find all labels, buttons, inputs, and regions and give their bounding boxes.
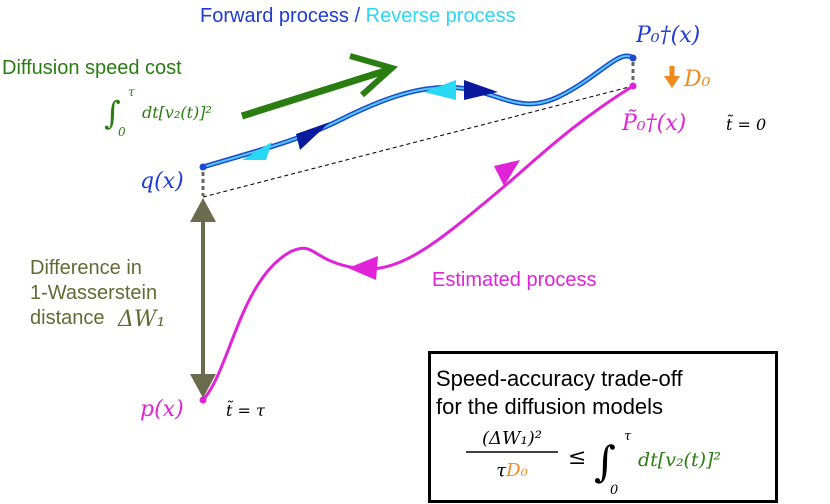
forward-arrow <box>464 80 498 100</box>
relation: ≤ <box>568 445 586 470</box>
reverse-arrow <box>242 142 272 160</box>
reverse-arrow <box>424 80 456 100</box>
q-point <box>199 163 207 171</box>
box-line: Speed-accuracy trade-off <box>436 366 684 391</box>
header: Forward process / Reverse process <box>200 5 516 27</box>
estimated-start-time: t̃ = 0 <box>726 114 766 134</box>
p-time: t̃ = τ <box>226 400 266 420</box>
p-point <box>199 396 207 404</box>
wasserstein-line: distance <box>30 307 105 329</box>
tradeoff-box <box>428 351 778 503</box>
wasserstein-symbol: ΔW₁ <box>117 307 165 332</box>
green-arrow-head <box>349 53 399 98</box>
box-integral-lower: 0 <box>610 483 618 498</box>
estimated-arrow <box>348 256 378 280</box>
target-point <box>629 54 637 62</box>
estimated-arrow <box>494 160 520 186</box>
p-label: p(x) <box>140 397 184 422</box>
estimated-label: Estimated process <box>432 269 597 291</box>
integral-upper: τ <box>128 85 135 99</box>
forward-arrow <box>296 122 330 150</box>
shift-label: D₀ <box>683 67 711 92</box>
dashed-link <box>202 85 634 198</box>
q-label: q(x) <box>140 169 184 194</box>
box-line: for the diffusion models <box>436 394 663 419</box>
shift-arrow-head <box>664 76 680 88</box>
box-integrand: dt[v₂(t)]² <box>638 449 721 471</box>
integral-lower: 0 <box>118 125 126 139</box>
estimated-start-label: P̃₀†(x) <box>621 110 686 136</box>
wasserstein-line: Difference in <box>30 257 142 279</box>
wasserstein-arrow-head <box>190 198 216 222</box>
green-arrow-shaft <box>240 66 390 120</box>
box-integral: ∫ <box>594 437 616 486</box>
reverse-label: Reverse process <box>366 5 516 27</box>
integrand: dt[v₂(t)]² <box>142 103 212 122</box>
estimated-start-point <box>629 82 637 90</box>
numerator: (ΔW₁)² <box>482 428 542 449</box>
wasserstein-arrow-head <box>190 374 216 398</box>
denominator-d: D₀ <box>505 460 528 481</box>
wasserstein-line: 1-Wasserstein <box>30 282 157 304</box>
separator: / <box>355 5 361 27</box>
integral: ∫ <box>104 94 121 132</box>
box-integral-upper: τ <box>624 429 632 444</box>
denominator: τD₀ <box>496 460 528 481</box>
speed-cost-label: Diffusion speed cost <box>2 57 182 79</box>
denominator-tau: τ <box>496 460 507 481</box>
target-label: P₀†(x) <box>635 23 700 48</box>
forward-label: Forward process <box>200 5 349 27</box>
